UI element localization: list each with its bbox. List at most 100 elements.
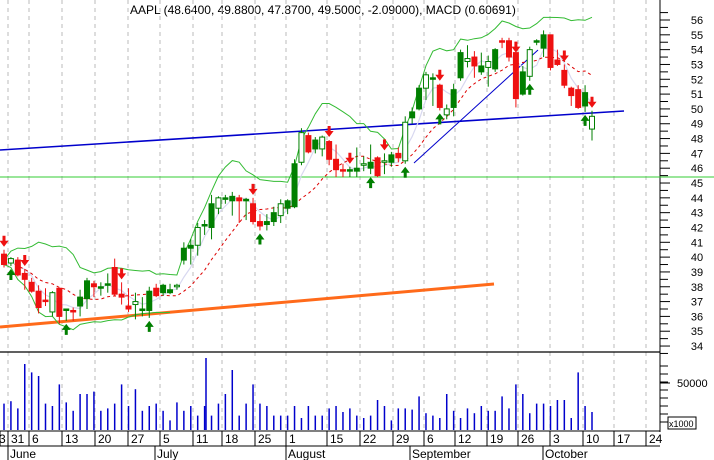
candle-body[interactable] [512,52,519,100]
candle-body[interactable] [374,157,381,177]
candle-body[interactable] [326,141,333,160]
candle-body[interactable] [277,203,284,217]
candle-body[interactable] [443,108,450,116]
candle-body[interactable] [381,160,388,163]
candle-body[interactable] [21,272,28,280]
candle-body[interactable] [1,253,7,266]
date-tick-label: 17 [617,432,631,446]
candle-body[interactable] [201,224,208,227]
candle-body[interactable] [194,226,201,246]
support-trendline [0,282,495,329]
candle-body[interactable] [575,89,582,108]
candle-body[interactable] [56,287,63,317]
candle-body[interactable] [42,299,49,303]
candle-body[interactable] [402,121,409,162]
candle-body[interactable] [77,296,84,307]
candle-body[interactable] [589,115,595,130]
candle-body[interactable] [499,40,506,43]
candle-body[interactable] [187,244,194,249]
candle-body[interactable] [97,286,104,289]
chart-title: AAPL (48.6400, 49.8800, 47.8700, 49.5000… [130,3,516,17]
candle-body[interactable] [139,308,146,311]
candle-body[interactable] [416,87,423,110]
date-tick-label: 6 [32,432,39,446]
candle-body[interactable] [547,34,554,68]
candle-body[interactable] [263,221,270,226]
candle-body[interactable] [533,40,540,43]
candle-body[interactable] [222,197,229,200]
candle-body[interactable] [35,290,42,309]
candle-body[interactable] [568,87,575,97]
candle-body[interactable] [111,266,118,295]
candle-body[interactable] [505,40,512,58]
candle-body[interactable] [492,49,499,70]
candle-body[interactable] [305,135,312,153]
candle-body[interactable] [7,258,14,264]
candle-body[interactable] [464,58,471,62]
candle-body[interactable] [360,163,367,166]
candle-body[interactable] [339,169,346,172]
candle-body[interactable] [422,74,429,89]
candle-body[interactable] [90,283,97,288]
candle-body[interactable] [540,34,547,49]
candle-body[interactable] [526,49,533,77]
candle-body[interactable] [485,60,492,68]
candle-body[interactable] [367,161,374,169]
candle-body[interactable] [333,158,340,171]
candle-body[interactable] [63,308,70,311]
price-tick-label: 36 [691,311,703,323]
price-tick-label: 34 [691,341,703,353]
candle-body[interactable] [429,77,436,80]
candle-body[interactable] [450,89,457,108]
candle-body[interactable] [319,136,326,150]
candle-body[interactable] [153,287,160,297]
candle-body[interactable] [457,52,464,79]
candle-body[interactable] [298,132,305,163]
candle-body[interactable] [173,284,180,288]
candle-body[interactable] [167,289,174,294]
candle-body[interactable] [291,163,298,208]
candle-body[interactable] [250,203,257,223]
sell-signal-arrow-icon [0,235,9,247]
candle-body[interactable] [215,197,222,209]
candle-body[interactable] [14,259,21,276]
candle-body[interactable] [49,292,56,313]
date-tick-label: 27 [131,432,145,446]
candle-body[interactable] [118,293,125,298]
candle-body[interactable] [284,200,291,209]
candle-body[interactable] [70,309,77,313]
candle-body[interactable] [353,167,360,172]
candle-body[interactable] [471,56,478,67]
candle-body[interactable] [395,152,402,159]
candle-body[interactable] [346,169,353,172]
candle-body[interactable] [84,280,91,300]
candle-body[interactable] [388,154,395,163]
candle-body[interactable] [519,71,526,95]
buy-signal-arrow-icon [61,323,71,335]
candle-body[interactable] [256,221,263,227]
candle-body[interactable] [270,212,277,223]
candle-body[interactable] [582,92,589,107]
candle-body[interactable] [132,301,139,306]
date-tick-label: 29 [396,432,410,446]
candle-body[interactable] [160,284,167,294]
candle-body[interactable] [125,305,132,310]
candle-body[interactable] [180,247,187,261]
candle-body[interactable] [28,281,35,292]
sell-signal-arrow-icon [345,152,355,164]
candle-body[interactable] [312,139,319,150]
candle-body[interactable] [229,195,236,202]
candle-body[interactable] [146,290,153,311]
candle-body[interactable] [243,198,250,202]
candle-body[interactable] [409,111,416,119]
candle-body[interactable] [436,84,443,108]
candle-body[interactable] [561,69,568,86]
buy-signal-arrow-icon [400,166,410,178]
candle-body[interactable] [236,197,243,202]
candle-body[interactable] [208,203,215,228]
candle-body[interactable] [478,65,485,73]
candle-body[interactable] [554,59,561,65]
sell-signal-arrow-icon [324,126,334,138]
candle-body[interactable] [104,283,111,286]
